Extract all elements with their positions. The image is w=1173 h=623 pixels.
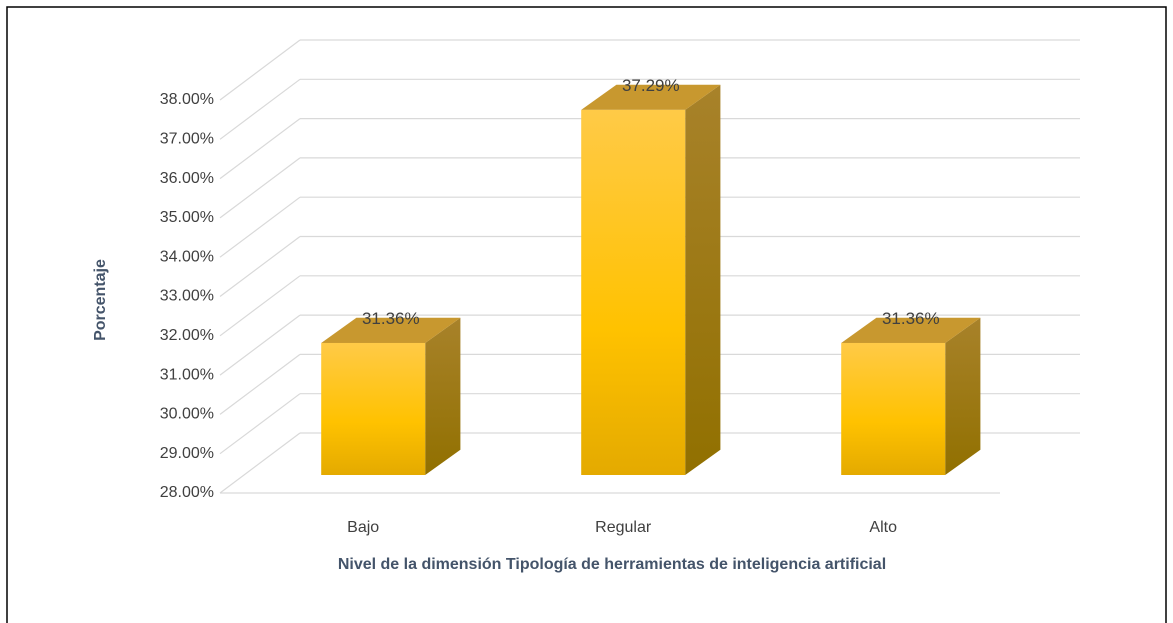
y-tick-label: 30.00% [160,406,214,423]
y-tick-label: 36.00% [160,170,214,187]
y-tick-label: 38.00% [160,91,214,108]
grid-line [219,157,301,219]
grid-line [219,196,301,258]
bar-top [841,317,981,343]
value-label: 31.36% [362,309,420,328]
y-tick-label: 31.00% [160,366,214,383]
bar [581,109,686,475]
bar [841,342,946,475]
bar-top [321,317,461,343]
y-tick-label: 34.00% [160,248,214,265]
y-tick-label: 35.00% [160,209,214,226]
grid-line [219,353,301,415]
x-tick-label: Bajo [347,519,379,536]
grid-line [219,432,301,494]
bar [321,342,426,475]
bar-side [945,317,981,475]
grid-line [219,236,301,297]
x-axis-title: Nivel de la dimensión Tipología de herra… [338,556,886,573]
grid-line [219,78,301,140]
y-tick-label: 28.00% [160,484,214,501]
value-label: 37.29% [622,76,680,95]
y-tick-label: 29.00% [160,445,214,462]
value-label: 31.36% [882,309,940,328]
bar-side [425,317,461,475]
y-tick-label: 37.00% [160,131,214,148]
grid-line [219,393,301,455]
grid-line [219,275,301,337]
grid-line [219,118,301,180]
y-axis-title: Porcentaje [92,259,109,341]
x-tick-label: Regular [595,519,652,536]
x-tick-label: Alto [869,519,897,536]
bar-top [581,84,721,110]
grid-line [219,314,301,376]
frame [6,6,1167,623]
y-tick-label: 33.00% [160,288,214,305]
grid-line [219,39,301,101]
bar-side [685,84,721,475]
y-tick-label: 32.00% [160,327,214,344]
